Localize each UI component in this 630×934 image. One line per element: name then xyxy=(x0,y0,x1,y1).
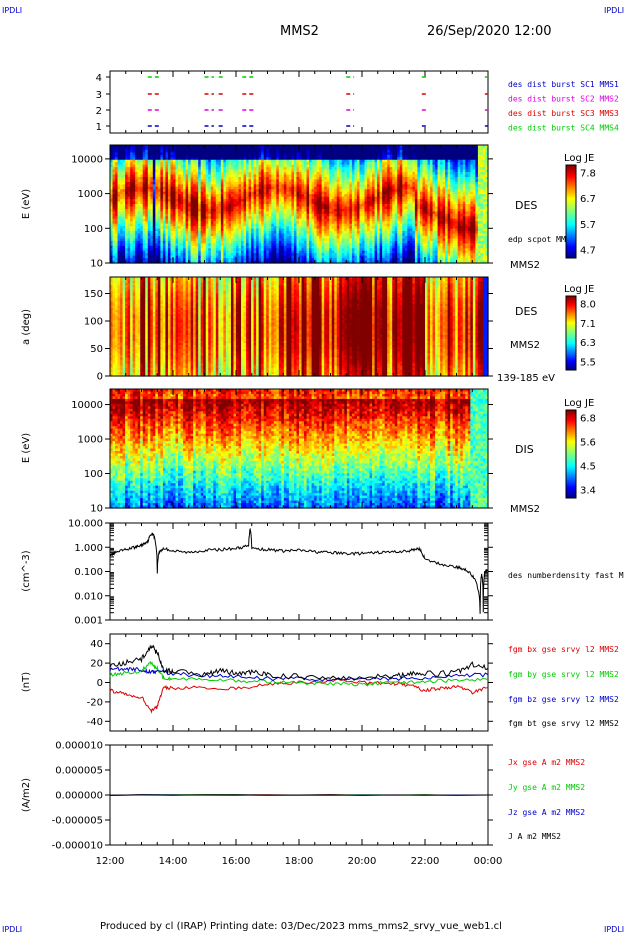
burst-panel-legend-entry: des dist burst SC2 MMS2 xyxy=(508,95,619,104)
burst-panel-frame xyxy=(110,71,488,133)
figure-date: 26/Sep/2020 12:00 xyxy=(427,24,551,39)
burst-panel-ytick-label: 4 xyxy=(96,73,102,84)
burst-panel-legend-entry: des dist burst SC3 MMS3 xyxy=(508,109,619,118)
figure: IPDLI IPDLI MMS2 26/Sep/2020 12:00 4 3 2 1 d… xyxy=(0,0,630,934)
burst-panel-legend-entry: des dist burst SC1 MMS1 xyxy=(508,80,619,89)
des-energy-panel-spectrogram xyxy=(110,145,489,264)
burst-panel-legend-entry: des dist burst SC4 MMS4 xyxy=(508,124,619,133)
figure-title: MMS2 xyxy=(280,24,319,39)
corner-label-top-right: IPDLI xyxy=(604,6,624,15)
burst-panel-ytick-label: 1 xyxy=(96,122,102,133)
burst-panel-ytick-label: 2 xyxy=(96,106,102,117)
burst-panel-ytick-label: 3 xyxy=(96,90,102,101)
corner-label-top-left: IPDLI xyxy=(2,6,22,15)
